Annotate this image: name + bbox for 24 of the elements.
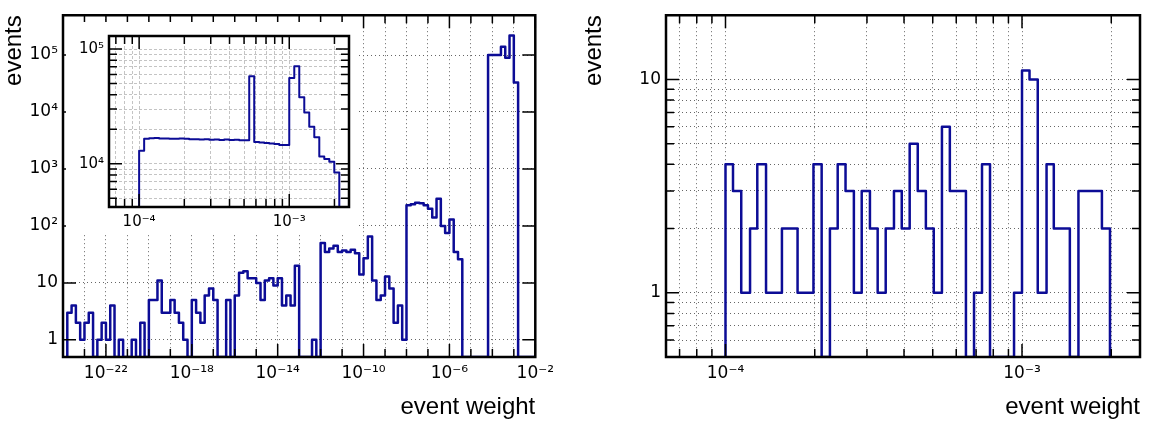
y-tick-label: 1 (650, 281, 661, 302)
x-tick-label: 10⁻⁴ (706, 361, 745, 382)
y-tick-label: 10² (29, 214, 58, 235)
y-tick-label: 10⁴ (78, 153, 104, 172)
y-tick-label: 10⁵ (29, 43, 58, 64)
x-tick-label: 10⁻³ (272, 211, 306, 230)
y-tick-label: 1 (47, 328, 58, 349)
x-tick-label: 10⁻⁴ (122, 211, 156, 230)
y-tick-label: 10 (639, 67, 661, 88)
x-tick-label: 10⁻⁶ (430, 361, 469, 382)
x-tick-label: 10⁻²² (83, 361, 129, 382)
x-tick-label: 10⁻² (516, 361, 554, 382)
y-tick-label: 10⁵ (78, 38, 104, 57)
x-tick-label: 10⁻¹⁰ (341, 361, 386, 382)
x-tick-label: 10⁻¹⁸ (169, 361, 215, 382)
x-tick-label: 10⁻³ (1003, 361, 1041, 382)
y-tick-label: 10³ (29, 157, 58, 178)
y-axis-title: events (0, 15, 27, 86)
x-tick-label: 10⁻¹⁴ (255, 361, 300, 382)
x-axis-title: event weight (400, 392, 536, 420)
y-tick-label: 10 (36, 271, 58, 292)
x-axis-title: event weight (1005, 392, 1141, 420)
y-tick-label: 10⁴ (29, 100, 59, 121)
y-axis-title: events (579, 15, 607, 86)
